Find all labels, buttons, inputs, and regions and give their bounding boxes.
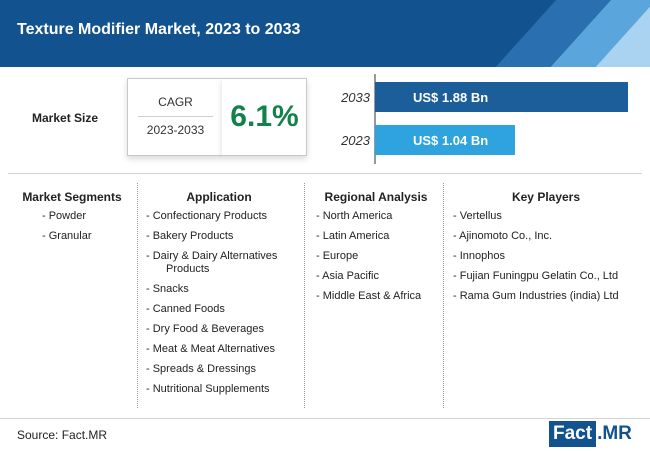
column-title: Application (186, 190, 252, 204)
list-item: - Granular (42, 230, 92, 242)
bar-2033 (375, 82, 628, 112)
cagr-divider (138, 116, 213, 117)
page-title: Texture Modifier Market, 2023 to 2033 (17, 21, 301, 38)
source-text: Source: Fact.MR (17, 428, 108, 442)
list-item: - Vertellus (453, 210, 502, 222)
list-item: - Dry Food & Beverages (146, 323, 264, 335)
list-item: - Spreads & Dressings (146, 363, 257, 375)
logo-mr: .MR (597, 423, 632, 444)
market-size-label: Market Size (32, 111, 99, 125)
column-separator (137, 183, 138, 408)
list-item: - Canned Foods (146, 303, 225, 315)
list-item: - Bakery Products (146, 230, 234, 242)
section-divider (8, 173, 642, 174)
cagr-value-box: 6.1% (222, 78, 307, 156)
column-title: Regional Analysis (324, 190, 428, 204)
logo-fact: Fact (549, 421, 597, 447)
list-item: - Rama Gum Industries (india) Ltd (453, 290, 619, 302)
list-item: - Ajinomoto Co., Inc. (453, 230, 553, 242)
factmr-logo: Fact .MR (549, 421, 632, 447)
list-item: - Nutritional Supplements (146, 383, 270, 395)
cagr-value: 6.1% (230, 100, 299, 133)
list-item: - Middle East & Africa (316, 290, 422, 302)
list-item: - Dairy & Dairy Alternatives (146, 250, 278, 262)
list-item: - Asia Pacific (316, 270, 379, 282)
list-item: - Europe (316, 250, 359, 262)
data-label-2033: US$ 1.88 Bn (413, 90, 488, 105)
list-item: - Confectionary Products (146, 210, 268, 222)
column-title: Key Players (511, 190, 581, 204)
column-separator (304, 183, 305, 408)
data-label-2023: US$ 1.04 Bn (413, 133, 488, 148)
list-item: - Snacks (146, 283, 189, 295)
application-column: Application - Confectionary Products - Ba… (141, 190, 297, 403)
list-item: - Innophos (453, 250, 505, 262)
list-item: - Meat & Meat Alternatives (146, 343, 275, 355)
header-banner: Texture Modifier Market, 2023 to 2033 (0, 0, 650, 67)
regional-analysis-column: Regional Analysis - North America - Latin… (306, 190, 446, 310)
cagr-box: CAGR 2023-2033 (127, 78, 222, 156)
list-item: - Fujian Funingpu Gelatin Co., Ltd (453, 270, 619, 282)
cagr-label: CAGR (158, 95, 193, 109)
column-separator (443, 183, 444, 408)
market-size-bar-chart: 2033 US$ 1.88 Bn 2023 US$ 1.04 Bn (340, 74, 628, 164)
tick-label-2023: 2023 (340, 133, 371, 148)
list-item: Products (166, 263, 210, 275)
column-title: Market Segments (22, 190, 122, 204)
bar-2023 (375, 125, 515, 155)
tick-label-2033: 2033 (340, 90, 371, 105)
list-item: - Powder (42, 210, 87, 222)
list-item: - North America (316, 210, 393, 222)
cagr-years: 2023-2033 (146, 123, 205, 137)
market-segments-column: Market Segments - Powder - Granular (8, 190, 136, 250)
key-players-column: Key Players - Vertellus - Ajinomoto Co., … (448, 190, 644, 310)
footer-divider (0, 418, 650, 419)
list-item: - Latin America (316, 230, 390, 242)
